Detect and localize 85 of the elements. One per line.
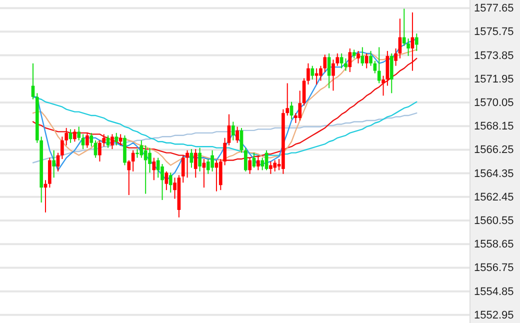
candlestick	[240, 127, 244, 154]
y-tick-label: 1570.05	[474, 97, 514, 110]
candlestick	[323, 54, 327, 73]
candlestick	[52, 150, 56, 178]
candlestick	[402, 8, 406, 46]
candlestick	[369, 50, 372, 66]
candlestick	[244, 147, 248, 172]
candlestick	[73, 128, 76, 142]
candlestick	[231, 121, 235, 141]
candlestick	[198, 147, 202, 172]
candlestick	[256, 154, 260, 171]
candlestick	[210, 150, 214, 172]
candlestick	[248, 157, 252, 174]
candlestick	[273, 160, 277, 172]
candlestick	[269, 161, 272, 174]
candlestick	[394, 48, 398, 66]
candlestick	[206, 158, 210, 174]
candlestick	[332, 59, 335, 92]
candlestick	[373, 60, 377, 74]
y-tick-label: 1556.75	[474, 262, 514, 274]
candlestick	[64, 127, 68, 146]
y-tick-label: 1562.45	[474, 191, 514, 204]
candlestick	[181, 154, 185, 184]
candlestick	[214, 160, 218, 192]
candlestick	[48, 157, 52, 188]
candlestick	[344, 58, 348, 72]
candlestick	[110, 134, 114, 150]
y-tick-label: 1552.95	[474, 309, 514, 322]
y-tick-label: 1564.35	[474, 168, 514, 180]
candlestick	[319, 65, 322, 82]
candlestick	[414, 33, 418, 52]
candlestick	[60, 136, 64, 160]
candlestick	[98, 140, 102, 162]
candlestick	[386, 50, 390, 86]
candlestick	[306, 62, 310, 85]
candlestick	[148, 147, 152, 174]
candlestick	[377, 46, 381, 84]
candlestick	[94, 140, 98, 158]
candlestick	[223, 137, 226, 166]
candlestick	[160, 163, 164, 201]
y-tick-label: 1554.85	[474, 286, 514, 298]
candlestick	[327, 52, 331, 89]
candlestick	[360, 46, 364, 66]
candlestick	[406, 38, 410, 56]
candlestick	[290, 101, 294, 120]
y-tick-label: 1566.25	[474, 144, 514, 156]
y-tick-label: 1577.65	[474, 2, 514, 15]
candlestick	[106, 134, 110, 148]
y-tick-label: 1560.55	[474, 215, 514, 228]
candlestick	[218, 158, 222, 191]
candlestick	[81, 134, 85, 150]
candlestick	[86, 132, 89, 148]
candlestick	[310, 65, 314, 80]
candlestick	[144, 144, 148, 194]
candlestick	[140, 140, 144, 158]
candlestick	[186, 150, 189, 178]
candlestick	[156, 157, 160, 178]
candlestick	[227, 114, 231, 146]
candlestick	[356, 50, 360, 64]
candlestick	[348, 48, 352, 73]
y-tick-label: 1573.85	[474, 50, 514, 62]
candlestick	[164, 170, 168, 191]
y-tick-label: 1568.15	[474, 120, 514, 133]
candlestick	[90, 132, 94, 148]
candlestick	[340, 52, 344, 69]
candlestick	[298, 90, 302, 122]
candlestick	[260, 157, 264, 171]
candlestick	[114, 132, 118, 146]
candlestick	[336, 52, 340, 66]
candlestick	[127, 160, 131, 196]
candlestick	[31, 62, 35, 100]
candlestick	[382, 75, 385, 96]
candlestick	[236, 126, 239, 144]
candlestick	[314, 68, 318, 85]
candlestick	[194, 148, 198, 178]
y-tick-label: 1575.75	[474, 26, 514, 38]
candlestick	[202, 158, 206, 188]
candlestick	[168, 172, 172, 194]
y-tick-label: 1571.95	[474, 73, 514, 86]
candlestick	[102, 134, 106, 148]
candlestick	[364, 52, 368, 69]
candlestick	[286, 82, 290, 116]
candlestick	[390, 52, 394, 94]
candlestick	[77, 126, 81, 141]
y-tick-label: 1558.65	[474, 238, 514, 251]
